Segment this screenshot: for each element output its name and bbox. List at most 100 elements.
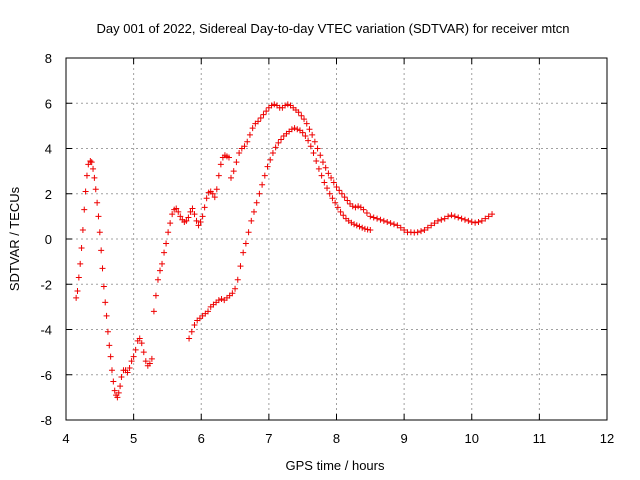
data-point	[387, 220, 394, 227]
data-point	[418, 228, 425, 235]
data-point	[99, 265, 106, 272]
data-point	[189, 205, 196, 212]
data-point	[237, 263, 244, 270]
data-point	[359, 224, 366, 231]
data-point	[302, 133, 309, 140]
data-point	[233, 159, 240, 166]
data-point	[126, 364, 133, 371]
data-point	[431, 220, 438, 227]
data-point	[183, 217, 190, 224]
data-point	[445, 213, 452, 220]
data-point	[203, 195, 210, 202]
data-point	[152, 292, 159, 299]
data-point	[236, 150, 243, 157]
x-tick-label: 8	[333, 431, 340, 446]
data-point	[352, 204, 359, 211]
data-point	[340, 212, 347, 219]
data-point	[81, 206, 88, 213]
data-point	[148, 355, 155, 362]
data-point	[361, 225, 368, 232]
data-point	[311, 138, 318, 145]
data-point	[193, 217, 200, 224]
data-point	[291, 125, 298, 132]
data-point	[234, 276, 241, 283]
data-point	[130, 353, 137, 360]
data-point	[424, 224, 431, 231]
data-point	[90, 165, 97, 172]
data-point	[246, 131, 253, 138]
series-arc-4	[186, 125, 374, 342]
data-point	[215, 297, 222, 304]
data-point	[100, 283, 107, 290]
data-point	[98, 247, 105, 254]
data-point	[128, 358, 135, 365]
data-point	[79, 226, 86, 233]
data-point	[173, 205, 180, 212]
y-tick-label: 6	[45, 96, 52, 111]
data-point	[191, 321, 198, 328]
data-point	[117, 383, 124, 390]
data-point	[367, 226, 374, 233]
data-point	[313, 157, 320, 164]
data-point	[267, 156, 274, 163]
y-tick-label: -6	[40, 368, 52, 383]
data-point	[305, 137, 312, 144]
series-arc-2	[150, 152, 232, 315]
chart-title: Day 001 of 2022, Sidereal Day-to-day VTE…	[97, 21, 570, 36]
x-tick-label: 10	[465, 431, 479, 446]
data-point	[336, 187, 343, 194]
data-point	[132, 346, 139, 353]
data-point	[326, 190, 333, 197]
data-point	[324, 185, 331, 192]
data-point	[138, 340, 145, 347]
data-point	[458, 215, 465, 222]
data-point	[337, 208, 344, 215]
data-point	[282, 102, 289, 109]
data-point	[341, 194, 348, 201]
data-point	[353, 222, 360, 229]
data-point	[314, 145, 321, 152]
data-point	[344, 197, 351, 204]
data-point	[260, 111, 267, 118]
data-point	[318, 172, 325, 179]
data-point	[188, 328, 195, 335]
tick-labels: 4 5 6 7 8 9 10 11 12 -8 -6 -4 -2 0 2 4 6 8	[40, 51, 614, 446]
data-point	[156, 267, 163, 274]
data-point	[394, 222, 401, 229]
data-point	[218, 295, 225, 302]
x-tick-label: 11	[533, 431, 547, 446]
y-tick-label: -4	[40, 323, 52, 338]
data-point	[161, 249, 168, 256]
x-tick-label: 12	[600, 431, 614, 446]
data-point	[199, 213, 206, 220]
data-point	[355, 203, 362, 210]
data-point	[177, 213, 184, 220]
data-point	[384, 219, 391, 226]
data-point	[244, 138, 251, 145]
data-point	[73, 294, 80, 301]
data-point	[288, 126, 295, 133]
data-point	[264, 163, 271, 170]
data-point	[255, 118, 262, 125]
data-point	[363, 209, 370, 216]
data-point	[278, 136, 285, 143]
data-point	[104, 328, 111, 335]
data-point	[217, 161, 224, 168]
data-point	[154, 276, 161, 283]
data-point	[338, 190, 345, 197]
data-point	[187, 208, 194, 215]
data-point	[197, 219, 204, 226]
data-point	[309, 131, 316, 138]
data-point	[475, 219, 482, 226]
data-point	[111, 387, 118, 394]
y-tick-label: -8	[40, 413, 52, 428]
y-tick-label: 2	[45, 187, 52, 202]
series-arc-3	[228, 101, 496, 236]
data-point	[356, 223, 363, 230]
data-point	[428, 222, 435, 229]
data-point	[259, 181, 266, 188]
grid-lines	[66, 58, 607, 420]
data-point	[325, 170, 332, 177]
x-axis-label: GPS time / hours	[286, 458, 385, 473]
